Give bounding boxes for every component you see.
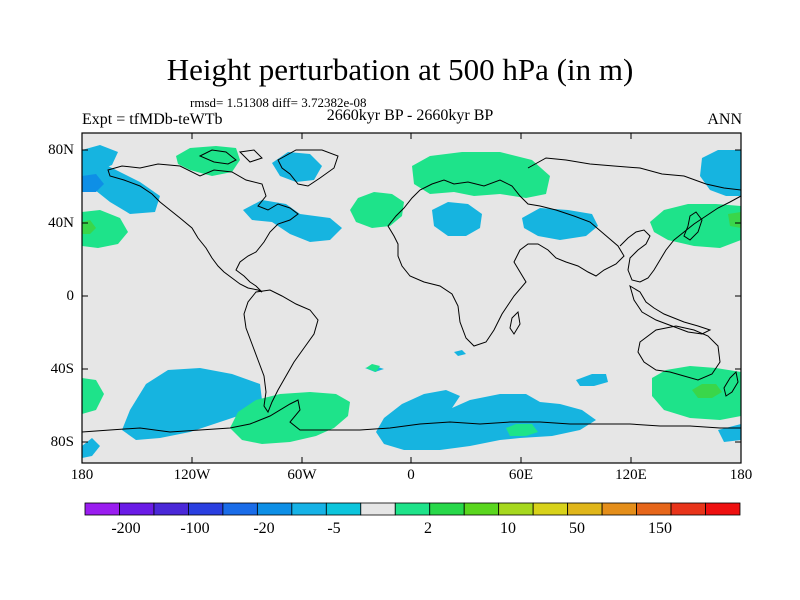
- coastline-antarctica: [81, 399, 741, 433]
- colorbar-swatch: [291, 502, 327, 516]
- lat-label-0: 0: [66, 288, 75, 304]
- lat-label-80n: 80N: [48, 142, 74, 158]
- colorbar-label-neg200: -200: [111, 520, 141, 537]
- experiment-label: Expt = tfMDb-teWTb: [82, 111, 223, 128]
- coastline-europe-africa: [387, 179, 625, 347]
- colorbar-swatch: [222, 502, 258, 516]
- field-contours: [82, 145, 741, 458]
- plot-title: Height perturbation at 500 hPa (in m): [166, 52, 634, 87]
- lon-label-0: 0: [407, 467, 415, 483]
- colorbar-swatch: [84, 502, 120, 516]
- colorbar: [84, 502, 741, 516]
- colorbar-swatch: [153, 502, 189, 516]
- neg-region-greenland: [272, 152, 322, 182]
- coastline-asia-east: [527, 157, 742, 283]
- coastline-southeast-asia: [629, 284, 712, 335]
- axis-ticks: [81, 133, 742, 463]
- neg-region-south-pacific: [122, 368, 262, 440]
- colorbar-swatch: [119, 502, 155, 516]
- colorbar-label-neg5: -5: [327, 520, 341, 537]
- pos-region-japan: [650, 204, 741, 248]
- pos-region-south-pacific-west: [82, 378, 104, 414]
- coastline-japan: [683, 211, 703, 241]
- pos-region-japan-core: [728, 212, 741, 228]
- neg-region-pacific-east-edge: [82, 438, 100, 458]
- neg-region-alaska-core: [82, 174, 104, 192]
- lon-label-120w: 120W: [173, 467, 211, 483]
- colorbar-swatch: [429, 502, 465, 516]
- colorbar-swatch: [256, 502, 293, 516]
- colorbar-label-50: 50: [569, 520, 585, 537]
- colorbar-swatch: [463, 502, 500, 516]
- pos-region-arctic-canada: [176, 146, 240, 176]
- coastline-arctic-islands: [198, 149, 263, 165]
- coastline-madagascar: [509, 310, 521, 335]
- colorbar-label-2: 2: [424, 520, 432, 537]
- pos-region-antarctic-peninsula: [230, 392, 350, 444]
- colorbar-swatch: [567, 502, 603, 516]
- coastline-north-america: [107, 163, 299, 293]
- coastline-australia: [637, 325, 721, 381]
- pos-region-siberia: [412, 152, 550, 198]
- colorbar-label-10: 10: [500, 520, 516, 537]
- neg-region-europe: [432, 202, 482, 236]
- lon-label-180w: 180: [70, 467, 94, 483]
- neg-region-indian-ocean: [576, 374, 608, 386]
- pos-region-southern-indian: [506, 424, 538, 436]
- colorbar-swatch: [636, 502, 672, 516]
- colorbar-label-neg20: -20: [253, 520, 275, 537]
- lat-label-80s: 80S: [50, 434, 74, 450]
- lon-label-120e: 120E: [615, 467, 647, 483]
- neg-region-southern-ocean: [376, 390, 596, 450]
- colorbar-label-neg100: -100: [180, 520, 210, 537]
- colorbar-swatch: [532, 502, 569, 516]
- lon-label-180e: 180: [729, 467, 753, 483]
- pos-region-north-pacific-west: [82, 210, 128, 248]
- coastline-greenland: [277, 149, 339, 187]
- neg-region-central-asia: [522, 208, 598, 240]
- colorbar-swatch: [325, 502, 362, 516]
- lat-label-40s: 40S: [50, 361, 74, 377]
- map-panel: [81, 132, 742, 464]
- neg-region-alaska: [82, 166, 160, 214]
- coastlines: [81, 149, 742, 433]
- pos-region-south-atlantic: [366, 364, 380, 372]
- season-label: ANN: [707, 111, 742, 128]
- neg-region-nz-small: [454, 350, 466, 356]
- pos-region-north-atlantic: [350, 192, 404, 228]
- coastline-new-zealand: [723, 370, 739, 397]
- lat-label-40n: 40N: [48, 215, 74, 231]
- colorbar-swatch: [360, 502, 396, 516]
- colorbar-swatch: [670, 502, 706, 516]
- colorbar-swatch: [394, 502, 431, 516]
- stats-text: rmsd= 1.51308 diff= 3.72382e-08: [190, 95, 367, 110]
- pos-region-tasman-core: [692, 384, 722, 398]
- lon-label-60w: 60W: [287, 467, 317, 483]
- colorbar-swatch: [188, 502, 224, 516]
- coastline-south-america: [243, 289, 319, 414]
- colorbar-swatch: [705, 502, 741, 516]
- neg-region-northeast-america: [243, 200, 342, 242]
- neg-region-north-pacific: [82, 145, 118, 175]
- lon-label-60e: 60E: [508, 467, 534, 483]
- colorbar-label-150: 150: [648, 520, 672, 537]
- period-label: 2660kyr BP - 2660kyr BP: [326, 107, 494, 124]
- colorbar-swatch: [601, 502, 637, 516]
- colorbar-swatch: [498, 502, 534, 516]
